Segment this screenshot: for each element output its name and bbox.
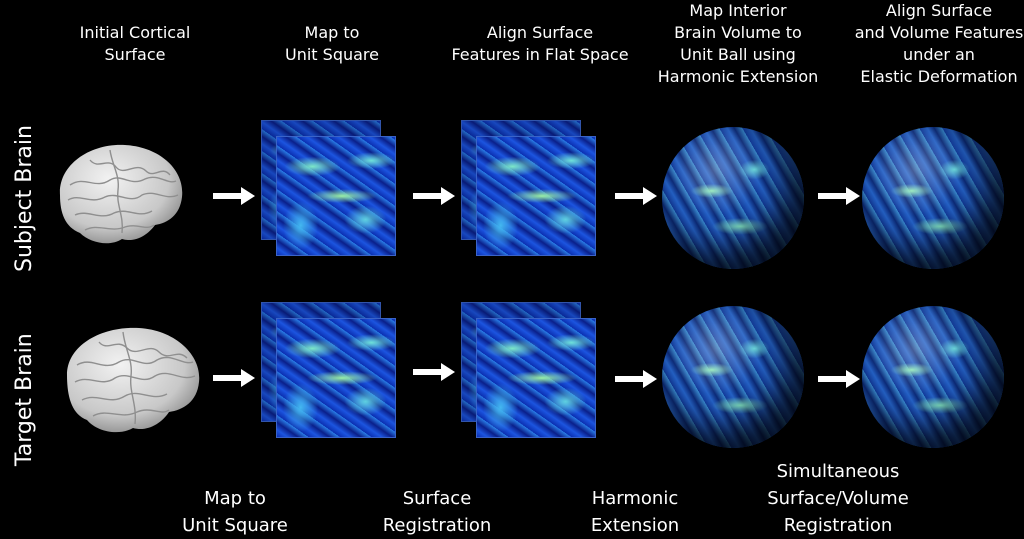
arrow-right	[213, 187, 255, 205]
arrow-right	[818, 187, 860, 205]
header-map-to-unit-square: Map to Unit Square	[285, 23, 379, 64]
subject-aligned-flat-map	[476, 136, 596, 256]
footer-surface-registration: Surface Registration	[382, 488, 492, 536]
header-map-interior-brain-volume: Map Interior Brain Volume to Unit Ball u…	[657, 1, 819, 86]
footer-map-to-unit-square: Map to Unit Square	[182, 488, 288, 536]
arrow-right	[615, 187, 657, 205]
header-align-surface-features: Align Surface Features in Flat Space	[451, 23, 629, 64]
arrow-right	[615, 370, 657, 388]
arrow-right	[413, 187, 455, 205]
target-aligned-flat-map	[476, 318, 596, 438]
row-label-subject-brain: Subject Brain	[12, 125, 37, 272]
subject-flat-map	[276, 136, 396, 256]
subject-cortical-surface	[59, 144, 183, 244]
arrow-right	[818, 370, 860, 388]
target-flat-map	[276, 318, 396, 438]
footer-harmonic-extension: Harmonic Extension	[590, 488, 680, 536]
row-label-target-brain: Target Brain	[12, 333, 37, 466]
subject-registered-ball	[862, 127, 1004, 269]
header-initial-cortical-surface: Initial Cortical Surface	[79, 23, 191, 64]
arrow-right	[213, 369, 255, 387]
target-registered-ball	[862, 306, 1004, 448]
target-cortical-surface	[67, 327, 200, 433]
subject-unit-ball	[662, 127, 804, 269]
arrow-right	[413, 363, 455, 381]
footer-simultaneous-registration: Simultaneous Surface/Volume Registration	[767, 461, 909, 536]
target-unit-ball	[662, 306, 804, 448]
header-align-surface-volume: Align Surface and Volume Features under …	[854, 1, 1024, 86]
